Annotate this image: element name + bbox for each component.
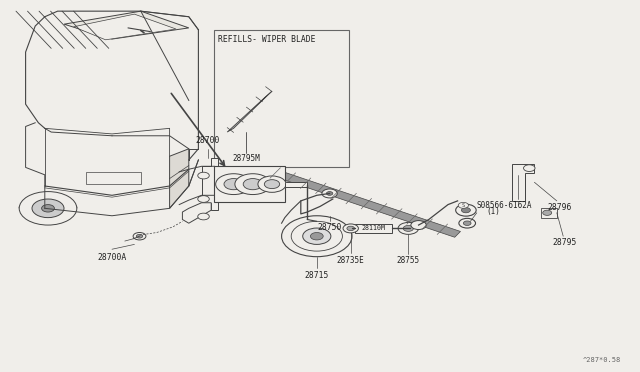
Circle shape — [42, 205, 54, 212]
Circle shape — [264, 180, 280, 189]
Circle shape — [461, 208, 470, 213]
Circle shape — [198, 172, 209, 179]
Text: 28700: 28700 — [196, 136, 220, 145]
Circle shape — [322, 189, 337, 198]
Circle shape — [216, 174, 252, 195]
Circle shape — [347, 226, 355, 231]
Text: (1): (1) — [486, 207, 500, 216]
Text: 28110M: 28110M — [362, 225, 386, 231]
Circle shape — [403, 225, 413, 231]
Circle shape — [133, 232, 146, 240]
Circle shape — [32, 199, 64, 218]
Circle shape — [463, 221, 471, 225]
Circle shape — [459, 218, 476, 228]
Text: 28755: 28755 — [397, 256, 420, 265]
Circle shape — [456, 204, 476, 216]
Circle shape — [543, 210, 552, 215]
Text: 28795: 28795 — [552, 238, 577, 247]
Circle shape — [198, 196, 209, 202]
Polygon shape — [182, 203, 211, 223]
Text: S: S — [461, 203, 465, 208]
Circle shape — [235, 174, 271, 195]
Text: ^287*0.58: ^287*0.58 — [582, 357, 621, 363]
Circle shape — [224, 179, 243, 190]
Circle shape — [19, 192, 77, 225]
Circle shape — [524, 165, 535, 171]
Bar — [355, 224, 392, 232]
Circle shape — [458, 202, 468, 208]
Text: 28750: 28750 — [317, 223, 342, 232]
Circle shape — [198, 213, 209, 220]
Bar — [214, 166, 285, 202]
Circle shape — [303, 228, 331, 244]
Bar — [86, 172, 141, 184]
Text: 28715: 28715 — [305, 271, 329, 280]
Circle shape — [326, 192, 333, 195]
Text: 28700A: 28700A — [97, 253, 127, 262]
Circle shape — [291, 221, 342, 251]
Circle shape — [258, 176, 286, 192]
Circle shape — [310, 232, 323, 240]
Circle shape — [343, 224, 358, 233]
Text: 28735E: 28735E — [337, 256, 365, 265]
Polygon shape — [74, 14, 176, 40]
Text: 28796: 28796 — [548, 203, 572, 212]
Polygon shape — [272, 170, 461, 237]
Polygon shape — [512, 164, 534, 201]
Circle shape — [243, 179, 262, 190]
Circle shape — [136, 234, 143, 238]
Circle shape — [398, 222, 419, 234]
Bar — [214, 30, 349, 167]
Polygon shape — [541, 208, 557, 218]
Polygon shape — [227, 91, 272, 132]
Text: S08566-6162A: S08566-6162A — [476, 201, 532, 210]
Polygon shape — [170, 149, 189, 208]
Polygon shape — [202, 158, 218, 210]
Polygon shape — [64, 11, 189, 39]
Circle shape — [282, 216, 352, 257]
Text: REFILLS- WIPER BLADE: REFILLS- WIPER BLADE — [218, 35, 315, 44]
Circle shape — [411, 221, 426, 230]
Text: 28795M: 28795M — [232, 154, 260, 163]
Bar — [285, 182, 307, 187]
